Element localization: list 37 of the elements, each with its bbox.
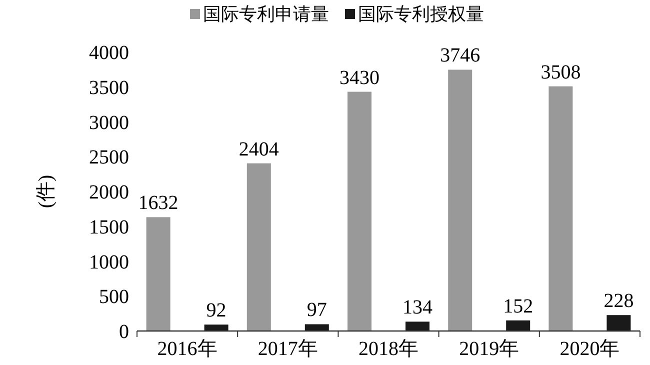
y-tick-label: 2000 — [89, 182, 129, 204]
data-label: 97 — [306, 299, 327, 322]
y-tick-label: 1500 — [89, 216, 129, 238]
x-tick-label: 2019年 — [459, 338, 520, 360]
data-label: 1632 — [138, 192, 178, 214]
bar — [448, 70, 472, 331]
bar — [506, 320, 530, 331]
data-label: 3746 — [440, 44, 480, 67]
data-label: 2404 — [238, 138, 279, 160]
bar — [548, 86, 573, 331]
data-label: 92 — [206, 300, 226, 322]
data-label: 3430 — [340, 66, 380, 89]
y-tick-label: 4000 — [89, 42, 129, 64]
x-tick-label: 2017年 — [258, 338, 318, 360]
x-tick-label: 2016年 — [157, 338, 218, 360]
y-tick-label: 500 — [99, 286, 129, 308]
bar — [146, 217, 170, 331]
legend-label: 国际专利申请量 — [203, 4, 329, 24]
bar — [246, 163, 271, 331]
y-tick-label: 2500 — [89, 146, 129, 169]
bar — [204, 324, 228, 331]
data-label: 3508 — [540, 61, 581, 84]
bar — [348, 92, 372, 331]
data-label: 228 — [604, 290, 634, 312]
x-tick-label: 2020年 — [560, 338, 620, 360]
y-tick-label: 1000 — [89, 251, 129, 274]
legend-label: 国际专利授权量 — [358, 4, 484, 24]
y-tick-label: 3500 — [89, 76, 129, 99]
bar — [606, 315, 631, 331]
data-label: 134 — [402, 296, 432, 319]
y-axis-title: (件) — [35, 174, 57, 208]
data-label: 152 — [503, 295, 534, 318]
bar — [406, 322, 430, 331]
bar — [304, 324, 329, 331]
y-tick-label: 3000 — [89, 112, 129, 134]
y-tick-label: 0 — [119, 321, 129, 343]
x-tick-label: 2018年 — [358, 338, 418, 360]
